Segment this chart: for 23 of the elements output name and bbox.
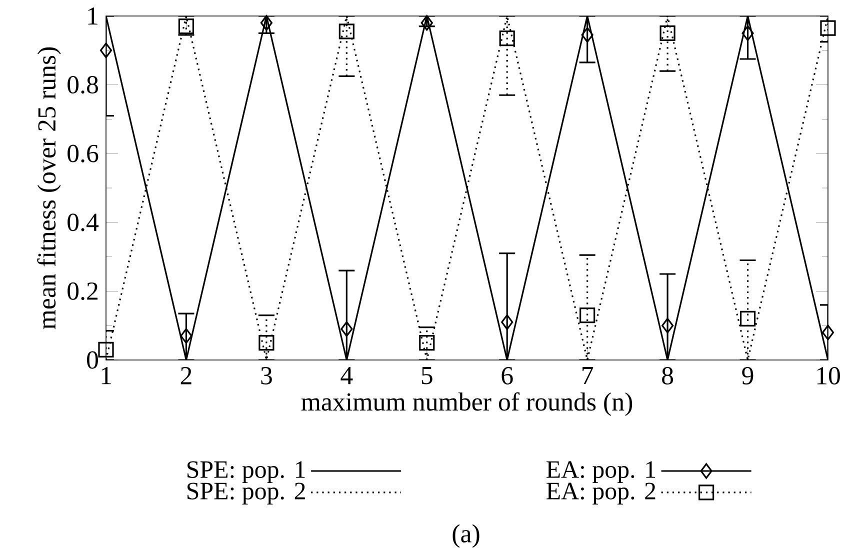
text: (a) (452, 524, 480, 548)
y-tick-label: 1 (88, 7, 98, 25)
y-axis-title: mean fitness (over 25 runs) (37, 47, 61, 330)
x-tick-label: 3 (261, 367, 272, 384)
x-tick-label: 8 (662, 367, 674, 385)
legend-label: EA: pop. 2 (546, 482, 656, 505)
x-tick-label: 6 (502, 367, 513, 384)
y-tick-label: 0.8 (68, 76, 98, 94)
y-tick-label: 0.6 (68, 144, 98, 162)
x-tick-label: 7 (582, 367, 594, 384)
x-tick-label: 5 (422, 367, 432, 384)
y-tick-label: 0 (87, 351, 98, 369)
x-tick-label: 1 (102, 367, 111, 384)
x-tick-label: 10 (817, 367, 840, 385)
legend-label: EA: pop. 1 (546, 461, 656, 484)
x-axis-title: maximum number of rounds (n) (301, 392, 632, 416)
x-tick-label: 4 (340, 367, 353, 384)
x-tick-label: 9 (742, 367, 754, 384)
legend-label: SPE: pop. 2 (188, 482, 305, 505)
y-tick-label: 0.4 (68, 214, 99, 232)
x-tick-label: 2 (180, 367, 192, 384)
y-tick-label: 0.2 (68, 282, 98, 300)
legend-label: SPE: pop. 1 (188, 461, 305, 484)
